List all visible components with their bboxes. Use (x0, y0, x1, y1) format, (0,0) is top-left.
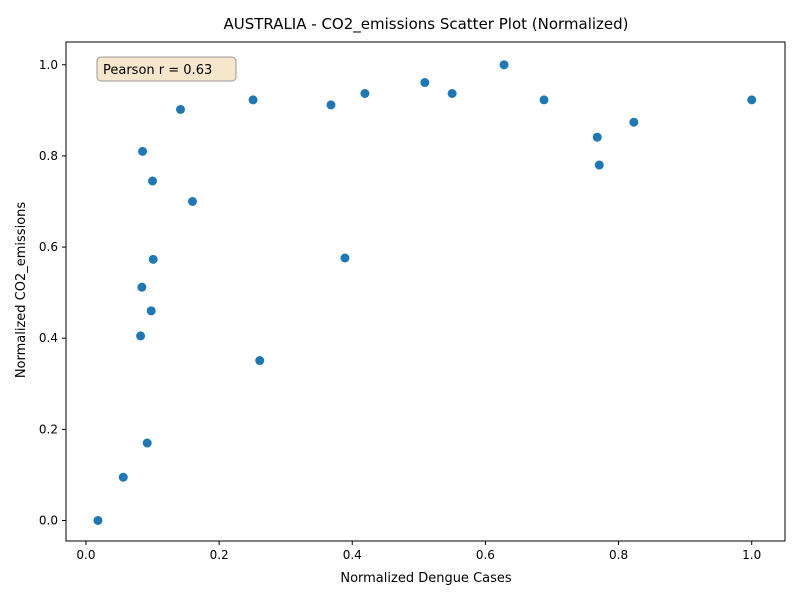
x-tick-label: 0.4 (343, 548, 362, 562)
data-point (187, 196, 197, 206)
data-point (148, 176, 158, 186)
data-point (747, 95, 757, 105)
x-axis-ticks: 0.0 0.2 0.4 0.6 0.8 1.0 (76, 541, 761, 562)
data-point (447, 88, 457, 98)
pearson-annotation: Pearson r = 0.63 (96, 56, 237, 82)
axes-frame (65, 41, 786, 542)
y-axis-ticks: 0.0 0.2 0.4 0.6 0.8 1.0 (39, 58, 66, 527)
y-tick-label: 0.4 (39, 331, 58, 345)
data-point (594, 160, 604, 170)
x-tick-label: 0.2 (210, 548, 229, 562)
y-tick-label: 0.0 (39, 513, 58, 527)
y-axis-label: Normalized CO2_emissions (14, 202, 29, 379)
plot-area (65, 41, 786, 542)
x-tick-label: 0.6 (476, 548, 495, 562)
data-point (420, 78, 430, 88)
data-point (499, 60, 509, 70)
data-point (176, 104, 186, 114)
x-tick-label: 1.0 (742, 548, 761, 562)
annotation-box (96, 56, 237, 82)
x-axis-label: Normalized Dengue Cases (340, 571, 512, 586)
chart-title: AUSTRALIA - CO2_emissions Scatter Plot (… (223, 15, 628, 34)
data-point (142, 438, 152, 448)
data-point (326, 100, 336, 110)
data-point (592, 132, 602, 142)
data-point (137, 282, 147, 292)
x-tick-label: 0.8 (609, 548, 628, 562)
data-point (248, 95, 258, 105)
data-point (138, 146, 148, 156)
data-point (255, 356, 265, 366)
data-point (340, 253, 350, 263)
data-point (360, 88, 370, 98)
data-point (148, 254, 158, 264)
data-point (136, 331, 146, 341)
data-points (93, 60, 757, 525)
data-point (93, 515, 103, 525)
y-tick-label: 0.2 (39, 422, 58, 436)
data-point (118, 472, 128, 482)
annotation-text: Pearson r = 0.63 (103, 63, 212, 78)
y-tick-label: 0.8 (39, 149, 58, 163)
x-tick-label: 0.0 (76, 548, 95, 562)
data-point (539, 95, 549, 105)
y-tick-label: 1.0 (39, 58, 58, 72)
y-tick-label: 0.6 (39, 240, 58, 254)
data-point (146, 306, 156, 316)
data-point (629, 117, 639, 127)
